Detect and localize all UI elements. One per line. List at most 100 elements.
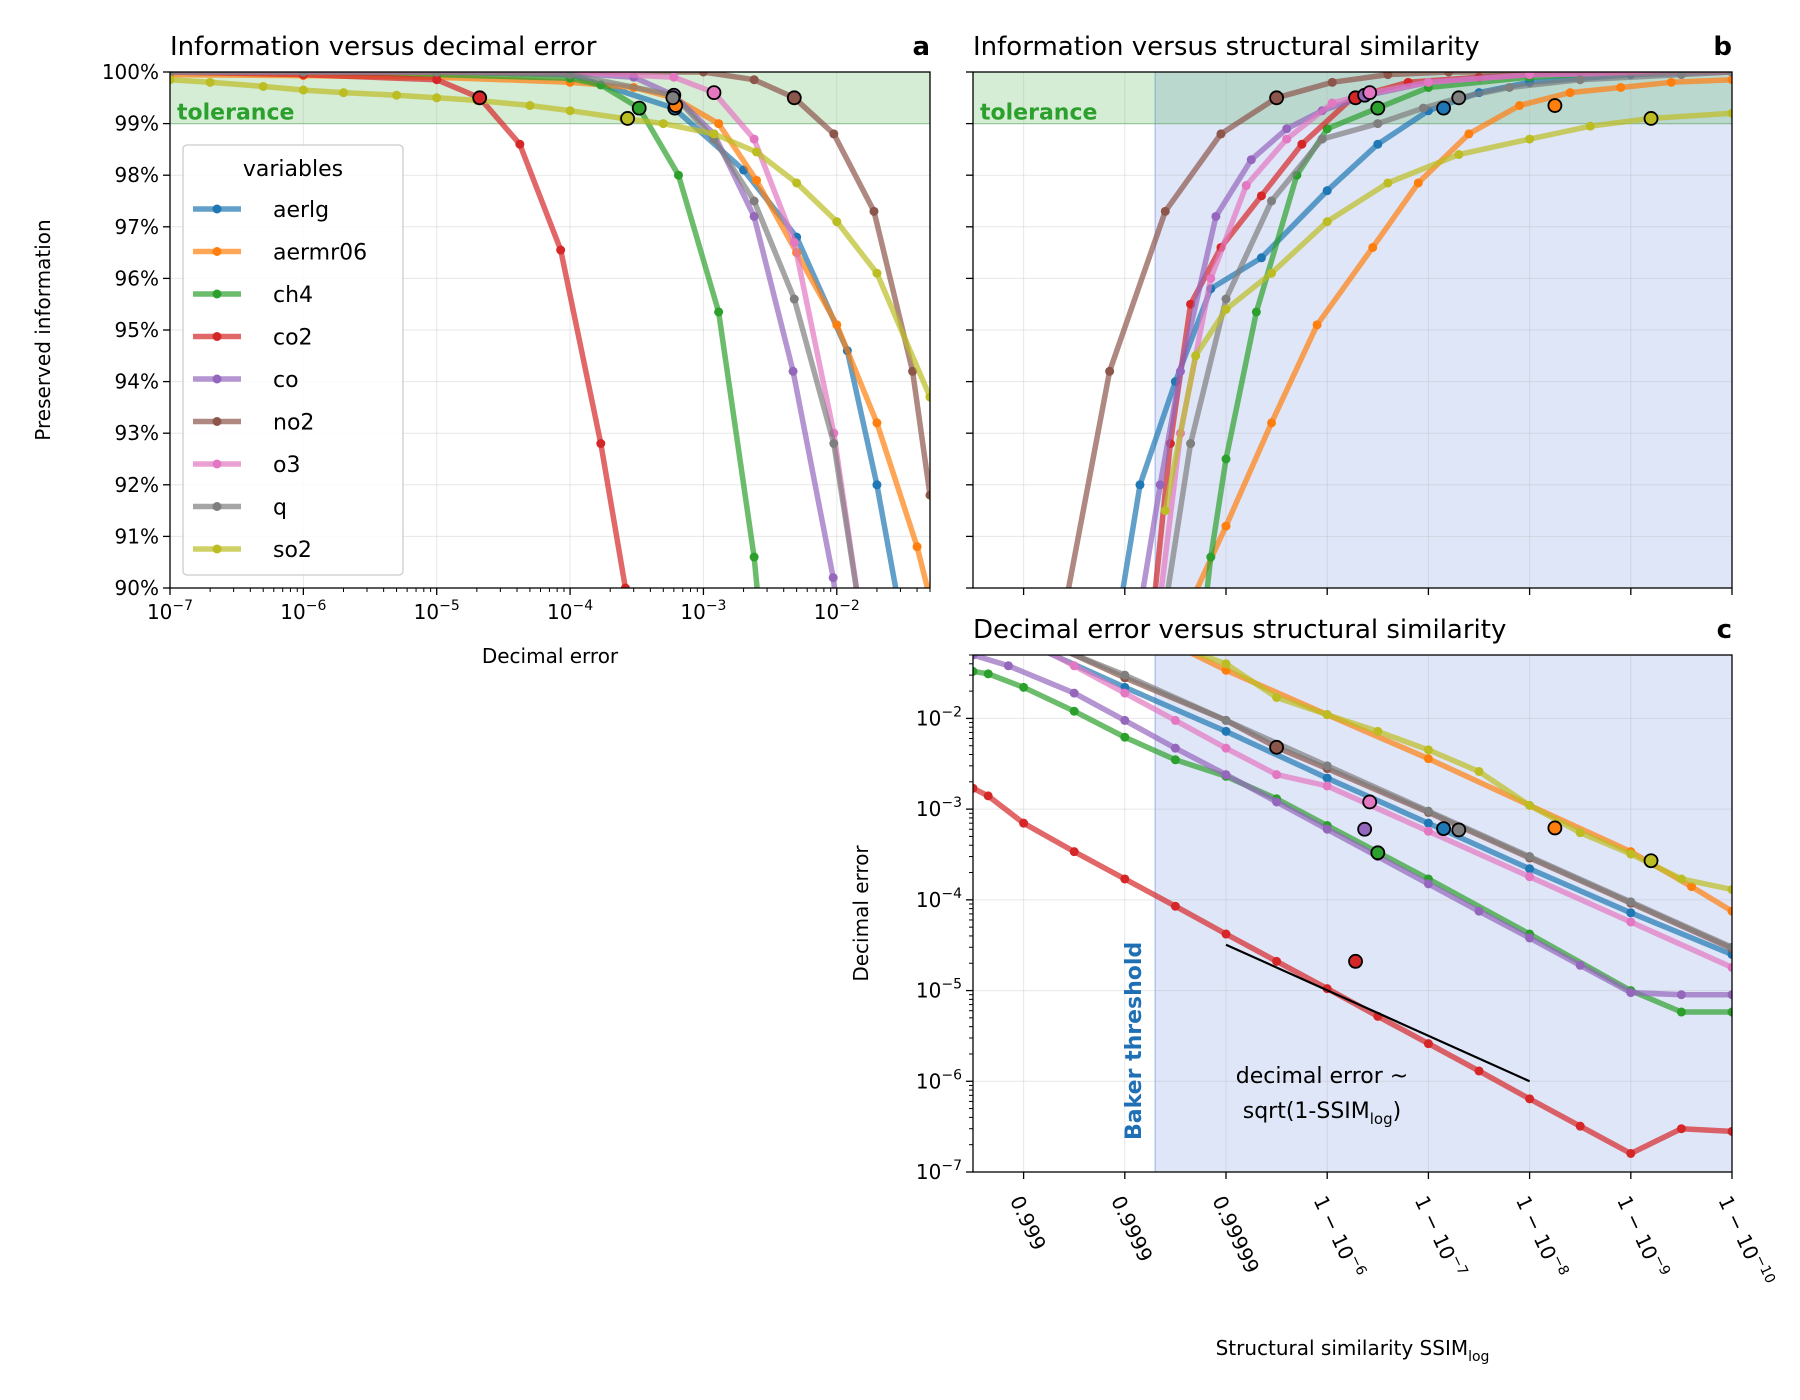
- y-tick-label-exp: −4: [941, 886, 962, 902]
- data-point-ch4: [983, 669, 993, 679]
- data-point-so2: [1626, 849, 1636, 859]
- data-point-co: [828, 573, 838, 583]
- data-point-co: [1474, 906, 1484, 916]
- series-line-aerlg: [170, 72, 899, 588]
- data-point-so2: [1423, 745, 1433, 755]
- data-point-ch4: [973, 666, 978, 676]
- data-point-aermr06: [1727, 906, 1732, 916]
- x-tick-label: 10−4: [547, 598, 593, 624]
- data-point-co: [749, 211, 759, 221]
- data-point-so2: [1221, 659, 1231, 669]
- series-line-so2: [170, 76, 930, 400]
- series-group-c: [973, 655, 1732, 1158]
- data-point-co: [1221, 770, 1231, 780]
- x-tick-label-exp: −6: [306, 598, 327, 614]
- data-point-aermr06: [1423, 754, 1433, 764]
- data-point-co2: [1272, 956, 1282, 966]
- data-point-co: [1175, 366, 1185, 376]
- annotation-line1: decimal error ~: [1236, 1064, 1408, 1089]
- data-point-so2: [751, 147, 761, 157]
- y-tick-label-base: 10: [916, 888, 941, 912]
- data-point-co2: [1019, 818, 1029, 828]
- data-point-o3: [1423, 826, 1433, 836]
- data-point-no2: [1160, 206, 1170, 216]
- series-line-q: [170, 72, 860, 588]
- highlight-marker-aermr06: [1547, 98, 1563, 113]
- highlight-marker-co2: [472, 90, 488, 106]
- data-point-q: [1373, 119, 1383, 129]
- data-point-so2: [432, 93, 442, 103]
- highlight-marker-o3: [706, 85, 722, 101]
- x-tick-label: 10−6: [280, 598, 326, 624]
- x-tick-label-base: 10: [547, 600, 572, 624]
- data-point-aermr06: [1666, 77, 1676, 87]
- x-tick-label-base: 10: [147, 600, 172, 624]
- highlight-marker-q: [1451, 90, 1467, 106]
- data-point-o3: [1272, 770, 1282, 780]
- data-point-ch4: [1170, 755, 1180, 765]
- data-point-ch4: [1727, 1007, 1732, 1017]
- data-point-aerlg: [896, 609, 905, 618]
- data-point-so2: [1322, 710, 1332, 720]
- data-point-ch4: [1120, 732, 1130, 742]
- data-point-o3: [1206, 273, 1216, 283]
- x-axis-label: Decimal error: [482, 644, 619, 668]
- data-point-no2: [1327, 77, 1337, 87]
- highlight-marker-co: [1357, 821, 1373, 837]
- data-point-so2: [1160, 506, 1170, 516]
- data-point-ch4: [1251, 307, 1261, 317]
- series-group-b: [1065, 72, 1732, 588]
- data-point-co2: [1474, 1066, 1484, 1076]
- data-point-co2: [973, 783, 978, 793]
- data-point-o3: [1626, 917, 1636, 927]
- data-point-aerlg: [1525, 864, 1535, 874]
- legend-marker-so2: [212, 544, 222, 554]
- y-tick-label: 93%: [115, 421, 159, 445]
- x-tick-label-exp: −4: [572, 598, 593, 614]
- annotation-line2: sqrt(1-SSIMlog): [1243, 1099, 1401, 1128]
- data-point-aerlg: [1626, 908, 1636, 918]
- data-point-o3: [1322, 781, 1332, 791]
- data-point-ch4: [1019, 682, 1029, 692]
- x-tick-label: 1 − 10−7: [1410, 1191, 1471, 1282]
- x-tick-label-text: 1 − 10: [1410, 1192, 1460, 1263]
- data-point-o3: [1525, 72, 1535, 80]
- data-point-no2: [869, 206, 879, 216]
- data-point-q: [829, 439, 839, 449]
- y-tick-label-base: 10: [916, 1069, 941, 1093]
- y-tick-label: 100%: [102, 60, 159, 84]
- marker-group-c: [1269, 739, 1659, 969]
- legend-label-co2: co2: [273, 326, 313, 351]
- data-point-so2: [1727, 885, 1732, 895]
- data-point-co: [843, 687, 852, 696]
- data-point-o3: [1727, 962, 1732, 972]
- data-point-so2: [1585, 121, 1595, 131]
- data-point-ch4: [673, 170, 683, 180]
- x-tick-label: 10−7: [147, 598, 193, 624]
- data-point-q: [1267, 196, 1277, 206]
- data-point-aermr06: [1727, 75, 1732, 85]
- y-tick-label: 92%: [115, 473, 159, 497]
- y-axis-label: Preserved information: [31, 219, 55, 440]
- x-tick-label-exp: −3: [706, 598, 727, 614]
- data-point-o3: [1525, 872, 1535, 882]
- marker-group-b: [1269, 85, 1659, 126]
- data-point-o3: [1423, 77, 1433, 87]
- data-point-q: [170, 72, 175, 77]
- x-tick-label-base: 10: [814, 600, 839, 624]
- data-point-o3: [1069, 661, 1079, 671]
- x-tick-label-exp: −8: [1549, 1252, 1572, 1277]
- data-point-so2: [1272, 693, 1282, 703]
- data-point-aermr06: [1312, 320, 1322, 330]
- grid-c: [973, 655, 1733, 1173]
- data-point-q: [1186, 439, 1196, 449]
- y-tick-label: 90%: [115, 576, 159, 600]
- highlight-marker-co2: [1348, 953, 1363, 969]
- x-tick-label: 1 − 10−10: [1713, 1191, 1778, 1290]
- data-point-co2: [1221, 929, 1231, 939]
- data-point-co: [1575, 960, 1585, 970]
- data-point-aermr06: [1616, 82, 1626, 92]
- y-tick-label: 95%: [115, 318, 159, 342]
- data-point-aermr06: [1267, 418, 1277, 428]
- data-point-co2: [556, 245, 566, 255]
